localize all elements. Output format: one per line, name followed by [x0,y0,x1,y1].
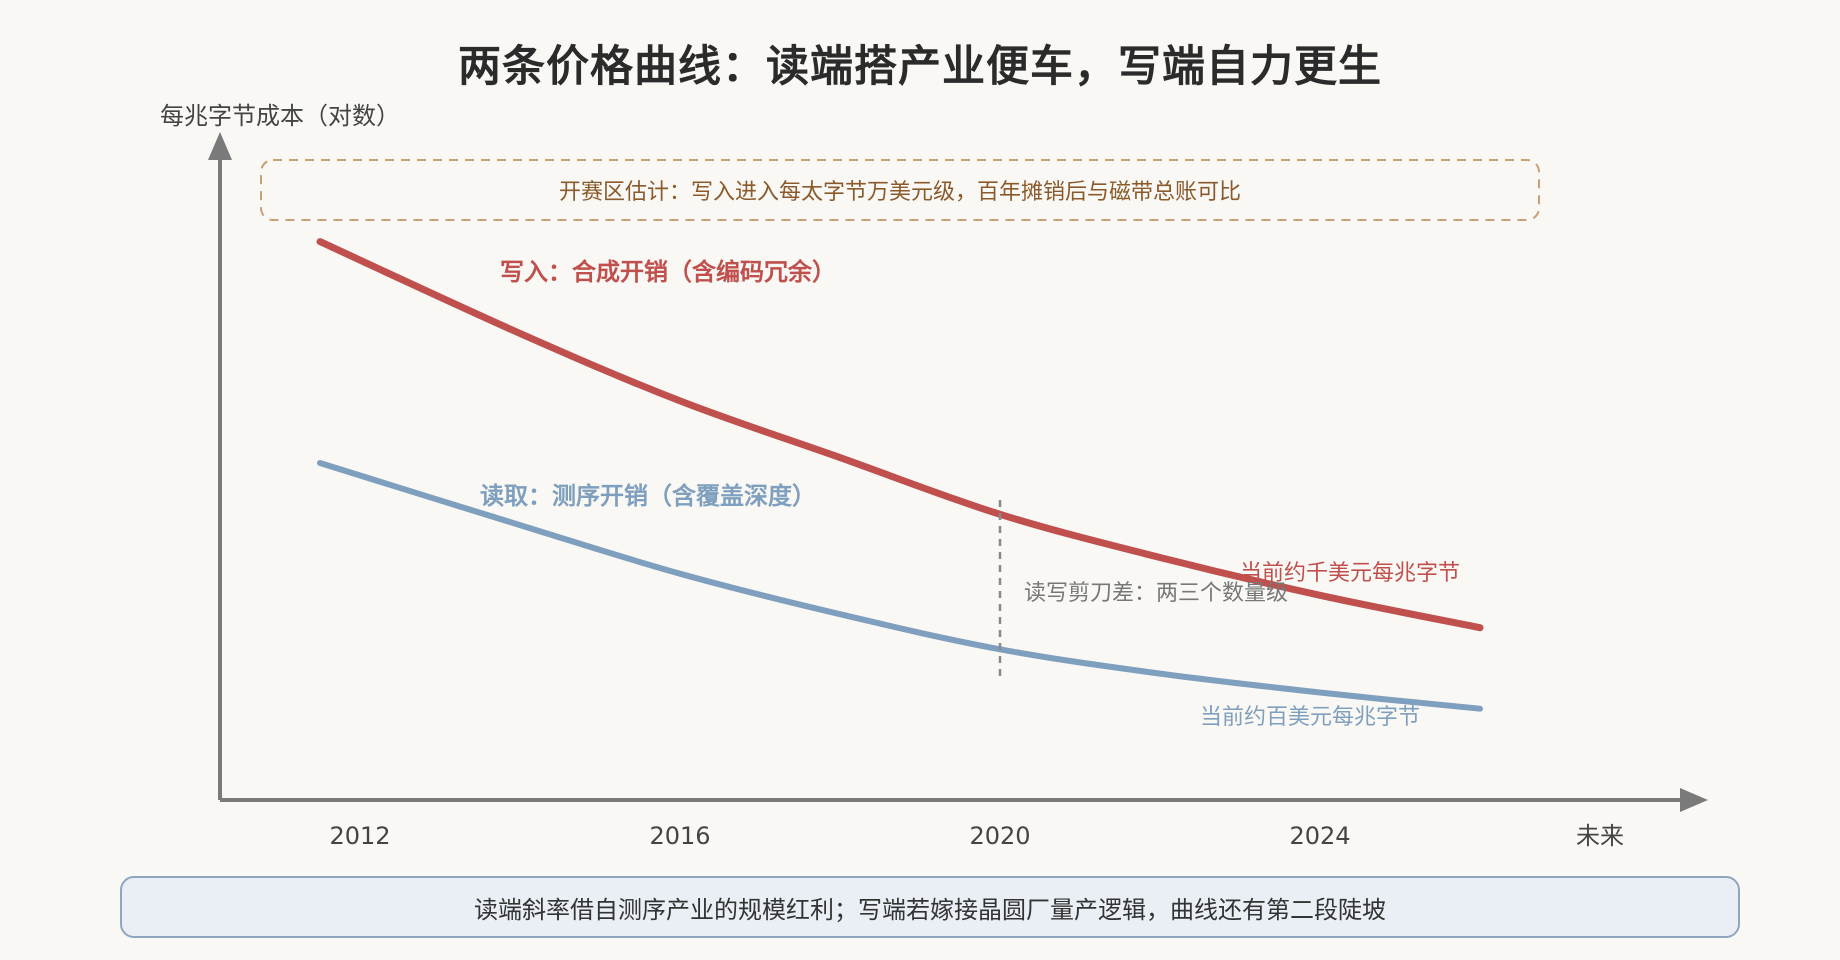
x-tick-label-2012: 2012 [329,822,390,850]
read-current-note: 当前约百美元每兆字节 [1200,705,1420,730]
x-tick-label-2016: 2016 [649,822,710,850]
footer-note: 读端斜率借自测序产业的规模红利；写端若嫁接晶圆厂量产逻辑，曲线还有第二段陡坡 [120,876,1740,938]
series-label-write: 写入：合成开销（含编码冗余） [500,258,836,286]
chart-title: 两条价格曲线：读端搭产业便车，写端自力更生 [458,42,1382,92]
x-axis-arrow [1680,788,1708,812]
y-axis-label: 每兆字节成本（对数） [160,102,400,130]
series-line-read [317,460,1483,712]
callout-text: 开赛区估计：写入进入每太字节万美元级，百年摊销后与磁带总账可比 [559,180,1241,205]
write-current-note: 当前约千美元每兆字节 [1240,561,1460,586]
x-tick-label-2024: 2024 [1289,822,1350,850]
x-tick-label-2020: 2020 [969,822,1030,850]
x-tick-label-future: 未来 [1576,822,1624,850]
series-label-read: 读取：测序开销（含覆盖深度） [480,482,816,510]
gap-label: 读写剪刀差：两三个数量级 [1024,581,1288,606]
y-axis-arrow [208,132,232,160]
callout-box [260,159,1540,221]
series-line-write [316,238,1484,632]
